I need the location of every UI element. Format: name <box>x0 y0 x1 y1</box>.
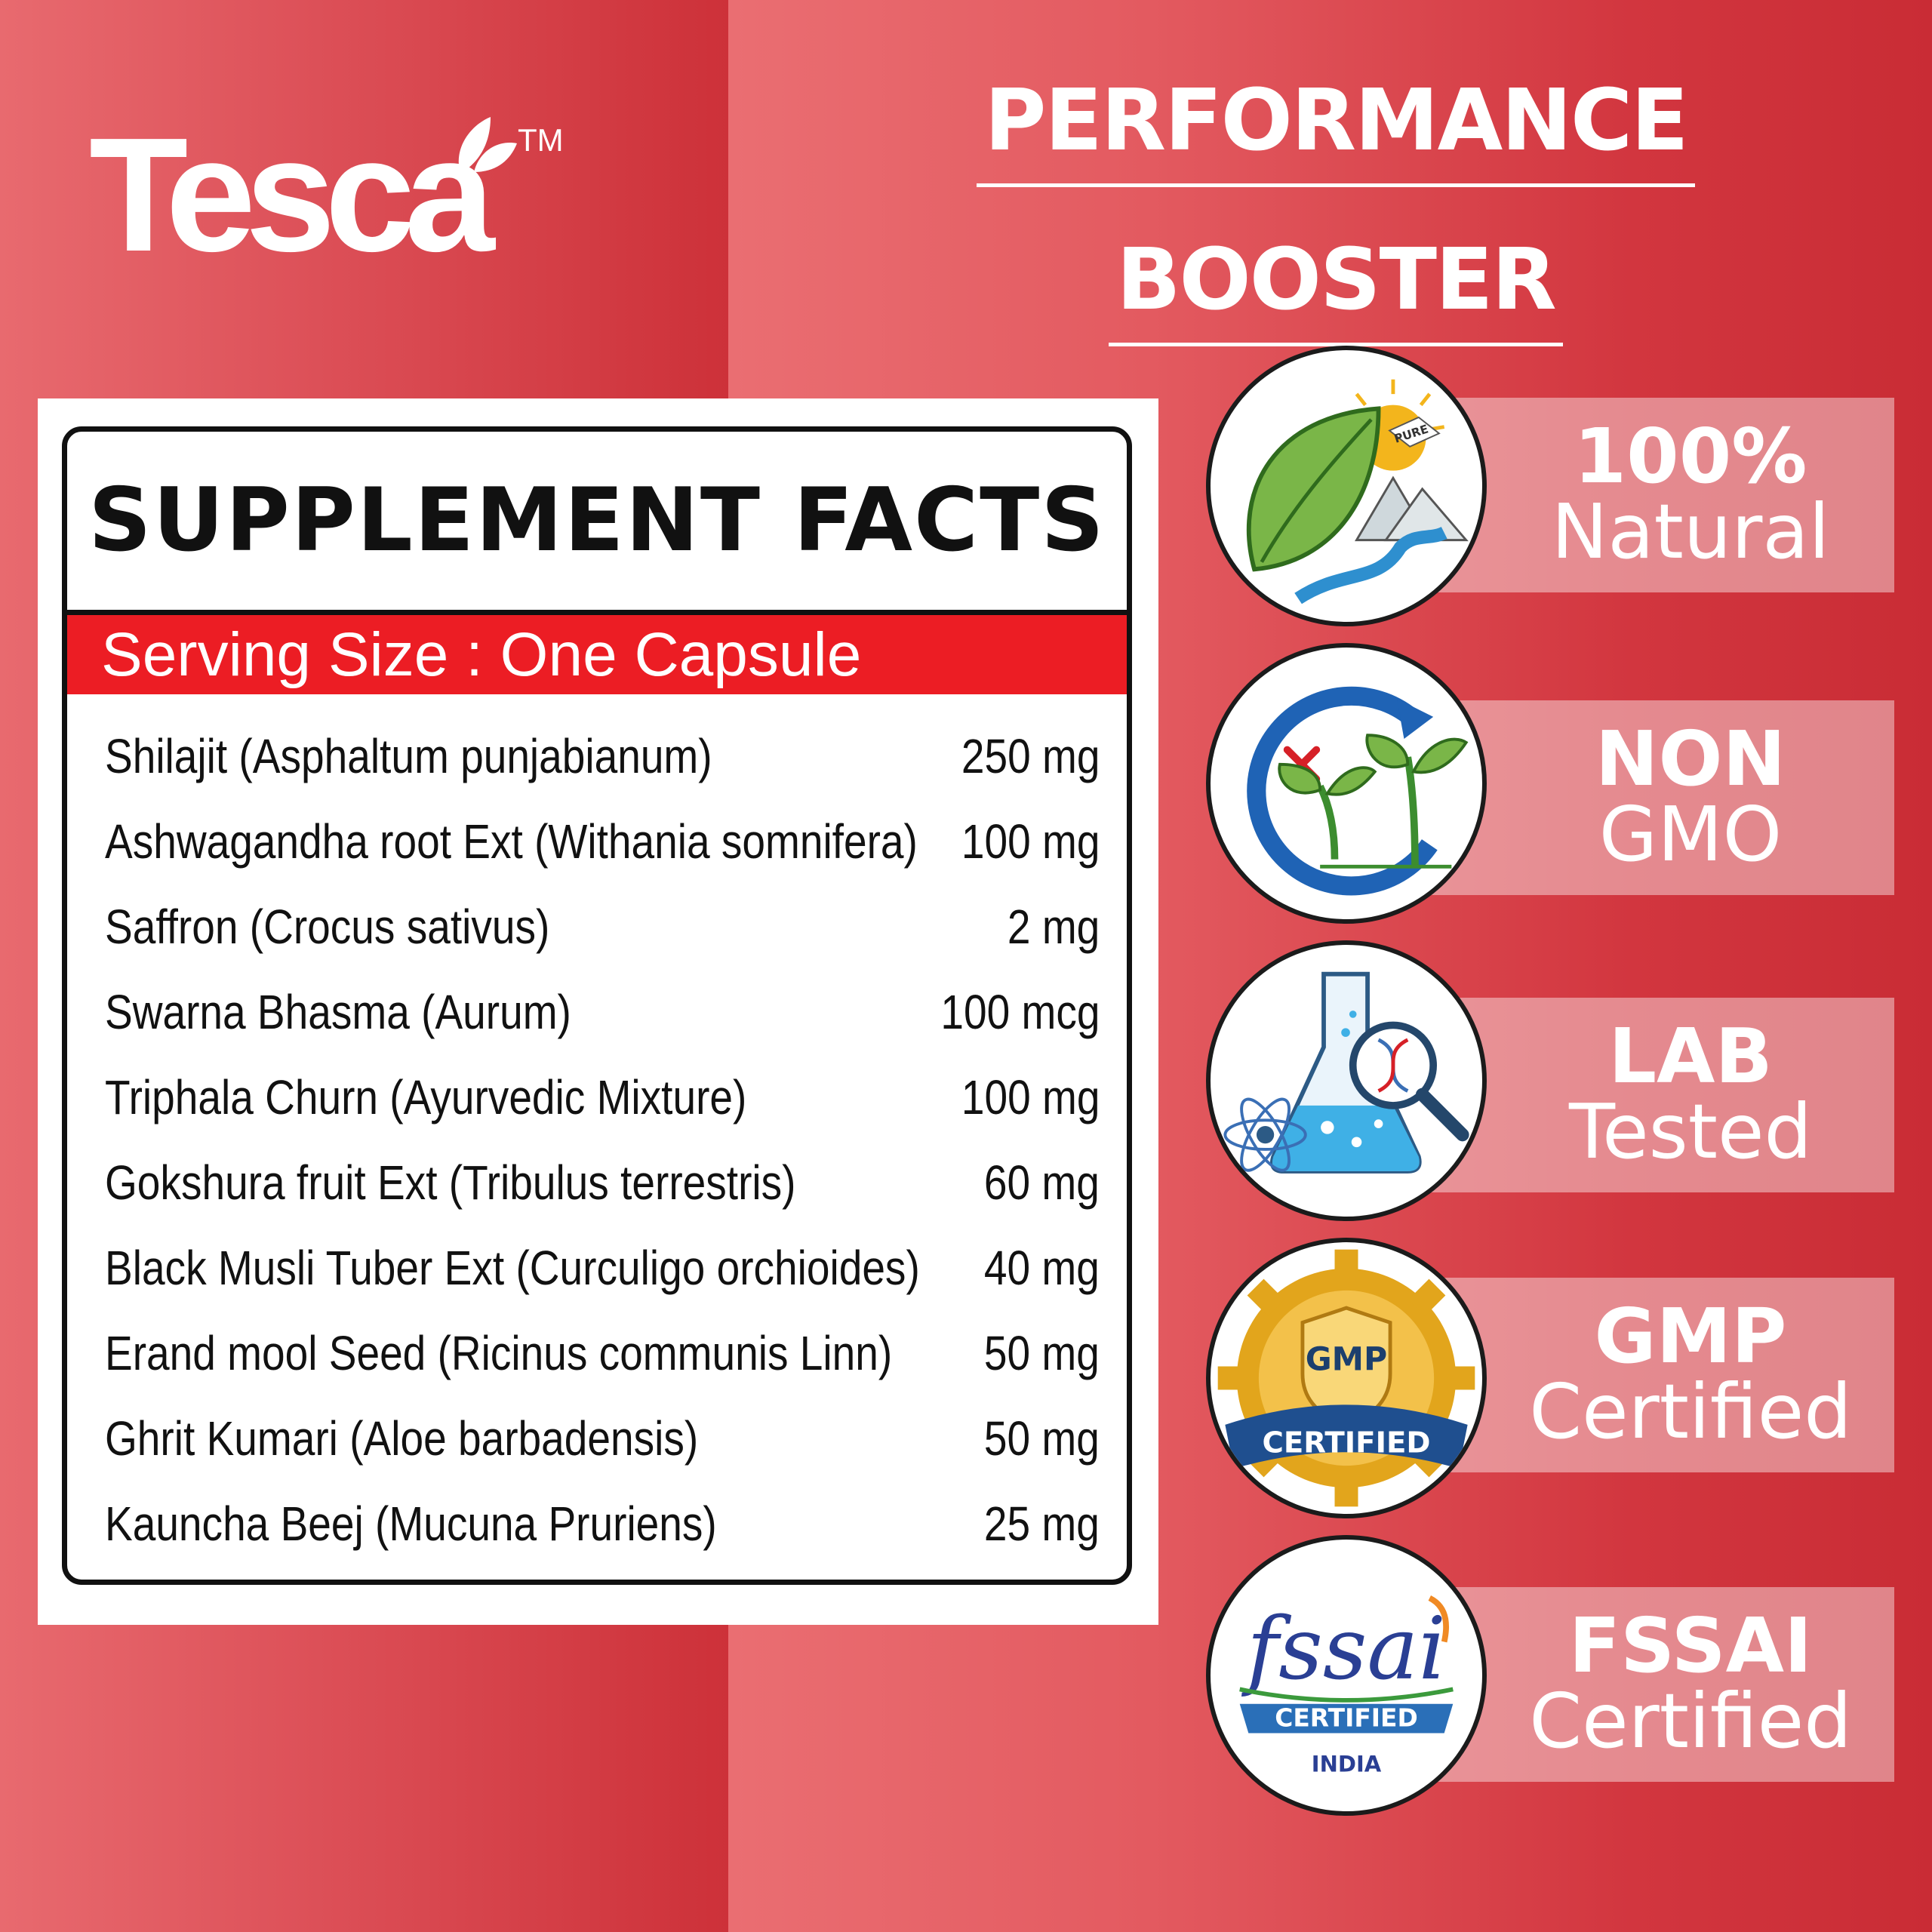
ingredient-name: Triphala Churn (Ayurvedic Mixture) <box>105 1070 747 1124</box>
ingredient-amount: 40 mg <box>984 1241 1100 1295</box>
badge-light-text: Tested <box>1569 1088 1812 1176</box>
lab-flask-icon <box>1206 940 1487 1221</box>
ingredient-amount: 250 mg <box>961 729 1100 783</box>
ingredient-row: Triphala Churn (Ayurvedic Mixture) 100 mg <box>105 1063 1100 1149</box>
ingredient-row: Black Musli Tuber Ext (Curculigo orchioi… <box>105 1234 1100 1319</box>
ingredient-row: Swarna Bhasma (Aurum) 100 mcg <box>105 978 1100 1063</box>
supplement-title: SUPPLEMENT FACTS <box>88 469 1106 571</box>
ingredient-amount: 100 mg <box>961 814 1100 869</box>
trademark: TM <box>518 122 564 158</box>
ingredient-amount: 2 mg <box>1007 900 1100 954</box>
gmp-certified-text: CERTIFIED <box>1262 1426 1430 1460</box>
badge-gmp-label: GMP Certified <box>1419 1278 1894 1472</box>
ingredient-row: Ghrit Kumari (Aloe barbadensis) 50 mg <box>105 1404 1100 1490</box>
ingredient-name: Shilajit (Asphaltum punjabianum) <box>105 729 712 783</box>
ingredient-name: Gokshura fruit Ext (Tribulus terrestris) <box>105 1155 796 1210</box>
ingredient-row: Erand mool Seed (Ricinus communis Linn) 5… <box>105 1319 1100 1404</box>
headline-line-1: PERFORMANCE <box>977 72 1695 187</box>
ingredient-name: Ghrit Kumari (Aloe barbadensis) <box>105 1411 699 1466</box>
ingredient-row: Shilajit (Asphaltum punjabianum) 250 mg <box>105 722 1100 808</box>
title-divider <box>67 610 1127 615</box>
badge-fssai-label: FSSAI Certified <box>1419 1587 1894 1782</box>
fssai-india-text: INDIA <box>1312 1752 1382 1777</box>
gmp-icon-text: GMP <box>1306 1340 1388 1378</box>
ingredient-row: Ashwagandha root Ext (Withania somnifera… <box>105 808 1100 893</box>
brand-name: Tesca <box>89 103 495 285</box>
ingredient-row: Saffron (Crocus sativus) 2 mg <box>105 893 1100 978</box>
ingredient-name: Ashwagandha root Ext (Withania somnifera… <box>105 814 918 869</box>
badge-light-text: Certified <box>1529 1367 1852 1456</box>
ingredient-amount: 25 mg <box>984 1497 1100 1551</box>
ingredient-row: Kauncha Beej (Mucuna Pruriens) 25 mg <box>105 1490 1100 1575</box>
headline: PERFORMANCE BOOSTER <box>958 72 1713 346</box>
badge-lab-tested-label: LAB Tested <box>1419 998 1894 1192</box>
ingredient-amount: 100 mcg <box>940 985 1100 1039</box>
ingredient-amount: 100 mg <box>961 1070 1100 1124</box>
ingredient-name: Black Musli Tuber Ext (Curculigo orchioi… <box>105 1241 920 1295</box>
natural-leaf-icon: PURE <box>1206 346 1487 626</box>
fssai-certified-text: CERTIFIED <box>1275 1703 1418 1733</box>
non-gmo-sprout-icon <box>1206 643 1487 924</box>
ingredient-list: Shilajit (Asphaltum punjabianum) 250 mg A… <box>105 722 1100 1575</box>
badge-light-text: GMO <box>1598 790 1783 878</box>
badge-bold-text: NON <box>1595 715 1786 803</box>
gmp-seal-icon: GMP CERTIFIED <box>1206 1238 1487 1518</box>
badge-bold-text: FSSAI <box>1568 1601 1813 1690</box>
brand-logo: Tesca TM <box>89 113 572 287</box>
ingredient-row: Gokshura fruit Ext (Tribulus terrestris)… <box>105 1149 1100 1234</box>
ingredient-name: Erand mool Seed (Ricinus communis Linn) <box>105 1326 893 1380</box>
ingredient-name: Saffron (Crocus sativus) <box>105 900 550 954</box>
fssai-logo-icon: fssai CERTIFIED INDIA <box>1206 1535 1487 1816</box>
ingredient-amount: 50 mg <box>984 1326 1100 1380</box>
supplement-facts-card: SUPPLEMENT FACTS Serving Size : One Caps… <box>62 426 1132 1585</box>
serving-size-bar: Serving Size : One Capsule <box>67 615 1127 694</box>
fssai-wordmark: fssai <box>1241 1598 1446 1699</box>
headline-line-2: BOOSTER <box>1109 231 1563 346</box>
badge-bold-text: LAB <box>1608 1012 1773 1100</box>
ingredient-amount: 60 mg <box>984 1155 1100 1210</box>
badge-light-text: Natural <box>1551 488 1830 576</box>
badge-light-text: Certified <box>1529 1677 1852 1765</box>
badge-bold-text: 100% <box>1574 412 1807 500</box>
badge-bold-text: GMP <box>1594 1292 1787 1380</box>
badge-non-gmo-label: NON GMO <box>1419 700 1894 895</box>
ingredient-name: Kauncha Beej (Mucuna Pruriens) <box>105 1497 717 1551</box>
badge-natural-label: 100% Natural <box>1419 398 1894 592</box>
ingredient-amount: 50 mg <box>984 1411 1100 1466</box>
leaf-icon <box>458 117 517 174</box>
ingredient-name: Swarna Bhasma (Aurum) <box>105 985 571 1039</box>
